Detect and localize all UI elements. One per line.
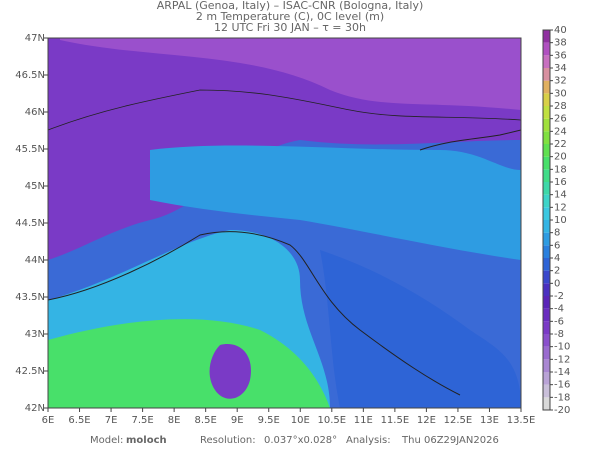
colorbar-band	[543, 384, 550, 398]
colorbar-tick-label: 22	[554, 139, 567, 150]
colorbar-band	[543, 106, 550, 119]
colorbar-tick-label: 6	[554, 240, 560, 251]
header-line: 2 m Temperature (C), 0C level (m)	[196, 10, 384, 23]
colorbar-band	[543, 321, 550, 334]
colorbar-tick-label: -10	[554, 342, 570, 353]
y-tick-label: 45N	[25, 181, 45, 192]
x-tick-label: 13.5E	[507, 415, 536, 426]
colorbar-band	[543, 283, 550, 296]
footer-value: moloch	[126, 435, 167, 446]
colorbar-tick-label: 4	[554, 253, 560, 264]
colorbar-tick-label: -4	[554, 304, 564, 315]
x-tick-label: 12E	[417, 415, 436, 426]
colorbar-band	[543, 270, 550, 284]
colorbar-tick-label: 8	[554, 228, 560, 239]
colorbar-band	[543, 182, 550, 195]
y-tick-label: 46N	[25, 107, 45, 118]
colorbar-tick-label: 32	[554, 76, 567, 87]
colorbar-tick-label: 24	[554, 126, 567, 137]
colorbar-tick-label: 14	[554, 190, 567, 201]
colorbar-tick-label: 36	[554, 50, 567, 61]
x-tick-label: 8.5E	[195, 415, 217, 426]
colorbar-tick-label: 18	[554, 164, 567, 175]
colorbar-band	[543, 207, 550, 220]
x-tick-label: 11.5E	[381, 415, 410, 426]
y-tick-label: 43N	[25, 329, 45, 340]
x-tick-label: 6E	[42, 415, 55, 426]
colorbar-band	[543, 68, 550, 81]
colorbar-tick-label: 40	[554, 25, 567, 36]
colorbar-band	[543, 194, 550, 208]
y-tick-label: 43.5N	[15, 292, 45, 303]
y-tick-label: 47N	[25, 33, 45, 44]
y-tick-label: 46.5N	[15, 70, 45, 81]
colorbar-band	[543, 359, 550, 372]
x-tick-label: 8E	[168, 415, 181, 426]
y-tick-label: 42N	[25, 403, 45, 414]
colorbar-band	[543, 156, 550, 170]
colorbar-band	[543, 169, 550, 182]
colorbar-band	[543, 334, 550, 347]
x-tick-label: 10.5E	[318, 415, 347, 426]
colorbar-tick-label: 0	[554, 278, 560, 289]
colorbar-tick-label: 26	[554, 114, 567, 125]
colorbar-tick-label: 10	[554, 215, 567, 226]
footer-value: 0.037°x0.028°	[264, 435, 337, 446]
colorbar-tick-label: 38	[554, 38, 567, 49]
footer-value: Thu 06Z29JAN2026	[401, 435, 499, 446]
colorbar-tick-label: -14	[554, 367, 570, 378]
footer-label: Resolution:	[200, 435, 256, 446]
colorbar-band	[543, 245, 550, 258]
x-tick-label: 7.5E	[131, 415, 153, 426]
x-tick-label: 12.5E	[444, 415, 473, 426]
colorbar-tick-label: 30	[554, 88, 567, 99]
x-tick-label: 7E	[105, 415, 118, 426]
x-tick-label: 13E	[480, 415, 499, 426]
colorbar-band	[543, 131, 550, 144]
colorbar-tick-label: 34	[554, 63, 567, 74]
colorbar-band	[543, 42, 550, 56]
colorbar-band	[543, 30, 550, 43]
colorbar-tick-label: -2	[554, 291, 564, 302]
colorbar-tick-label: -16	[554, 380, 570, 391]
colorbar-band	[543, 308, 550, 322]
colorbar-band	[543, 55, 550, 68]
colorbar-band	[543, 296, 550, 309]
colorbar-tick-label: 20	[554, 152, 567, 163]
x-tick-label: 6.5E	[68, 415, 90, 426]
colorbar-band	[543, 232, 550, 246]
colorbar-band	[543, 258, 550, 271]
colorbar-tick-label: -18	[554, 392, 570, 403]
colorbar-tick-label: -8	[554, 329, 564, 340]
footer-label: Analysis:	[346, 435, 391, 446]
colorbar-tick-label: 16	[554, 177, 567, 188]
header-line: 12 UTC Fri 30 JAN – τ = 30h	[214, 21, 366, 34]
y-tick-label: 44.5N	[15, 218, 45, 229]
y-tick-label: 44N	[25, 255, 45, 266]
x-tick-label: 9.5E	[258, 415, 280, 426]
y-tick-label: 45.5N	[15, 144, 45, 155]
x-tick-label: 11E	[354, 415, 373, 426]
x-tick-label: 10E	[291, 415, 310, 426]
colorbar-band	[543, 118, 550, 132]
colorbar-tick-label: -6	[554, 316, 564, 327]
colorbar-tick-label: 2	[554, 266, 560, 277]
colorbar-band	[543, 346, 550, 360]
x-tick-label: 9E	[231, 415, 244, 426]
colorbar-band	[543, 397, 550, 410]
map-field	[47, 37, 522, 409]
header-line: ARPAL (Genoa, Italy) – ISAC-CNR (Bologna…	[157, 0, 424, 12]
colorbar-tick-label: -12	[554, 354, 570, 365]
colorbar-band	[543, 93, 550, 106]
colorbar-tick-label: 28	[554, 101, 567, 112]
y-tick-label: 42.5N	[15, 366, 45, 377]
colorbar-tick-label: -20	[554, 405, 570, 416]
colorbar-band	[543, 80, 550, 94]
colorbar-band	[543, 144, 550, 157]
colorbar-band	[543, 220, 550, 233]
colorbar-band	[543, 372, 550, 385]
footer-label: Model:	[90, 435, 123, 446]
colorbar-tick-label: 12	[554, 202, 567, 213]
